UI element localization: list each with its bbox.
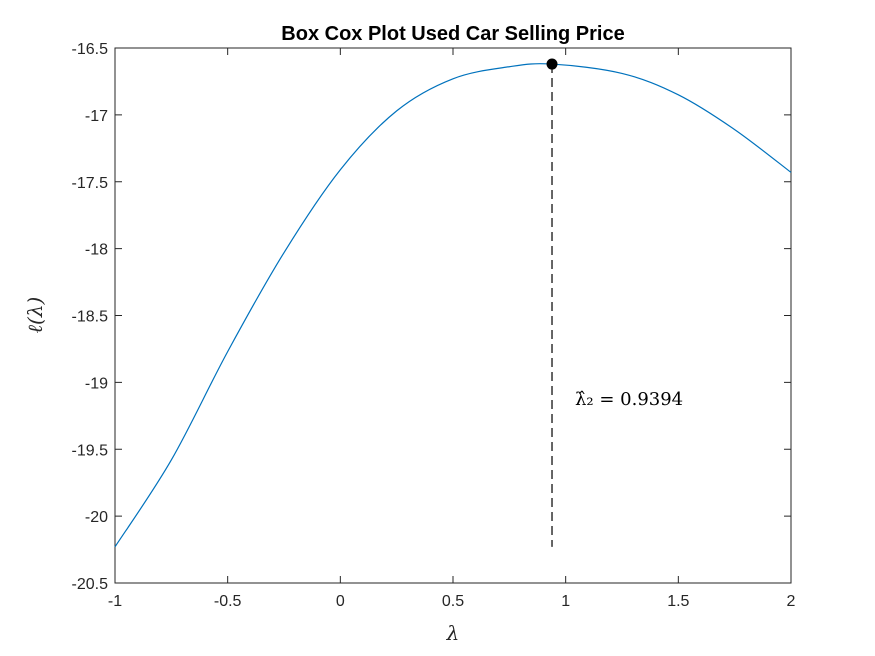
y-tick-label: -17.5: [72, 175, 109, 192]
chart-title: Box Cox Plot Used Car Selling Price: [281, 23, 624, 45]
x-axis-label: λ: [446, 621, 460, 645]
y-tick-label: -19.5: [72, 442, 109, 459]
y-tick-label: -19: [85, 375, 108, 392]
x-tick-label: 1: [561, 593, 570, 610]
likelihood-curve: [114, 63, 792, 548]
y-tick-label: -18: [85, 242, 108, 259]
x-tick-label: 1.5: [667, 593, 689, 610]
optimum-annotation: λ̂₂ = 0.9394: [575, 389, 683, 410]
optimum-marker: [546, 58, 558, 70]
y-tick-label: -20.5: [72, 576, 109, 593]
y-tick-label: -16.5: [72, 41, 109, 58]
y-axis-label: ℓ(λ): [23, 297, 47, 334]
y-axis: -16.5 -17 -17.5 -18 -18.5 -19 -19.5 -20 -20.5: [72, 41, 791, 593]
x-tick-label: -0.5: [214, 593, 242, 610]
y-tick-label: -17: [85, 108, 108, 125]
x-tick-label: 2: [787, 593, 796, 610]
plot-frame: [114, 47, 792, 584]
x-tick-label: -1: [108, 593, 122, 610]
y-tick-label: -18.5: [72, 309, 109, 326]
plot-area: [114, 47, 792, 584]
x-tick-label: 0.5: [442, 593, 464, 610]
x-axis: -1 -0.5 0 0.5 1 1.5 2: [108, 48, 796, 610]
y-tick-label: -20: [85, 509, 108, 526]
x-tick-label: 0: [336, 593, 345, 610]
